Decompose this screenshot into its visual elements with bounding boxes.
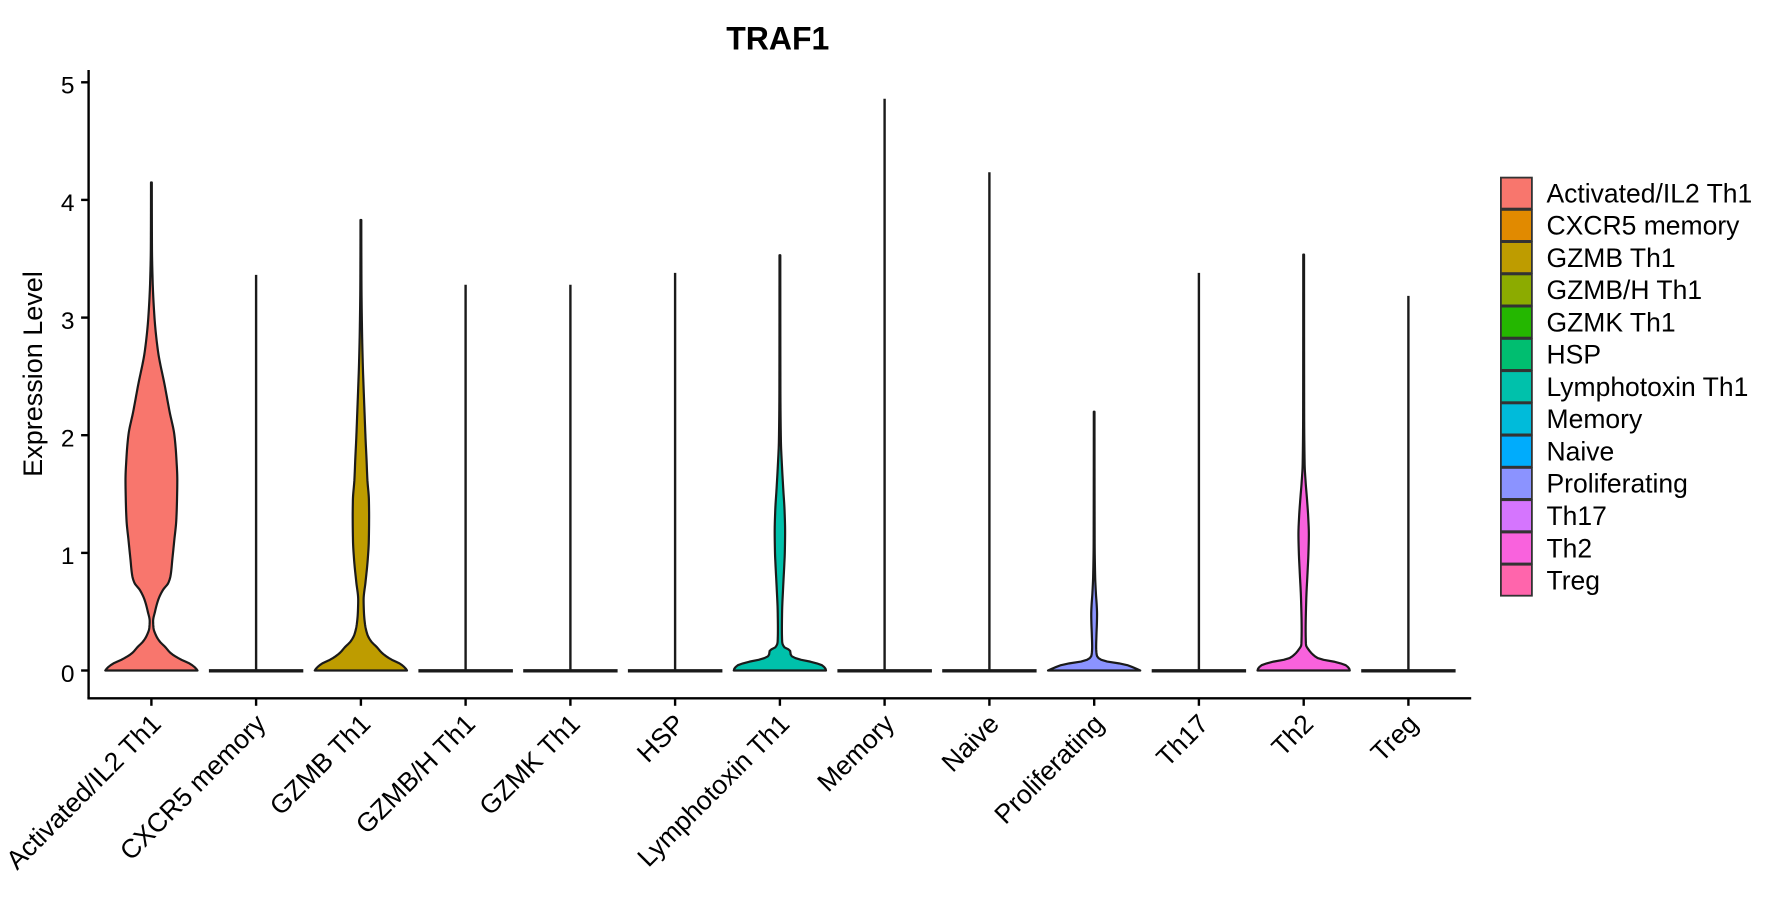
svg-text:1: 1 [61, 543, 75, 570]
svg-text:0: 0 [61, 661, 75, 688]
svg-text:4: 4 [61, 190, 75, 217]
svg-text:GZMB/H Th1: GZMB/H Th1 [1547, 275, 1703, 305]
svg-text:Naive: Naive [1547, 437, 1615, 467]
svg-text:Treg: Treg [1547, 566, 1601, 596]
svg-text:Proliferating: Proliferating [1547, 469, 1688, 499]
svg-text:HSP: HSP [1547, 340, 1602, 370]
svg-text:Th2: Th2 [1547, 533, 1593, 563]
svg-text:3: 3 [61, 308, 75, 335]
svg-text:Activated/IL2 Th1: Activated/IL2 Th1 [1547, 178, 1753, 208]
svg-text:GZMK Th1: GZMK Th1 [1547, 307, 1676, 337]
svg-text:TRAF1: TRAF1 [726, 21, 829, 57]
svg-text:Lymphotoxin Th1: Lymphotoxin Th1 [1547, 372, 1749, 402]
svg-text:CXCR5 memory: CXCR5 memory [1547, 211, 1741, 241]
svg-text:2: 2 [61, 426, 75, 453]
svg-text:Expression Level: Expression Level [18, 271, 48, 477]
svg-text:Memory: Memory [1547, 404, 1643, 434]
svg-text:GZMB Th1: GZMB Th1 [1547, 243, 1676, 273]
svg-text:Th17: Th17 [1547, 501, 1607, 531]
svg-text:5: 5 [61, 73, 75, 100]
